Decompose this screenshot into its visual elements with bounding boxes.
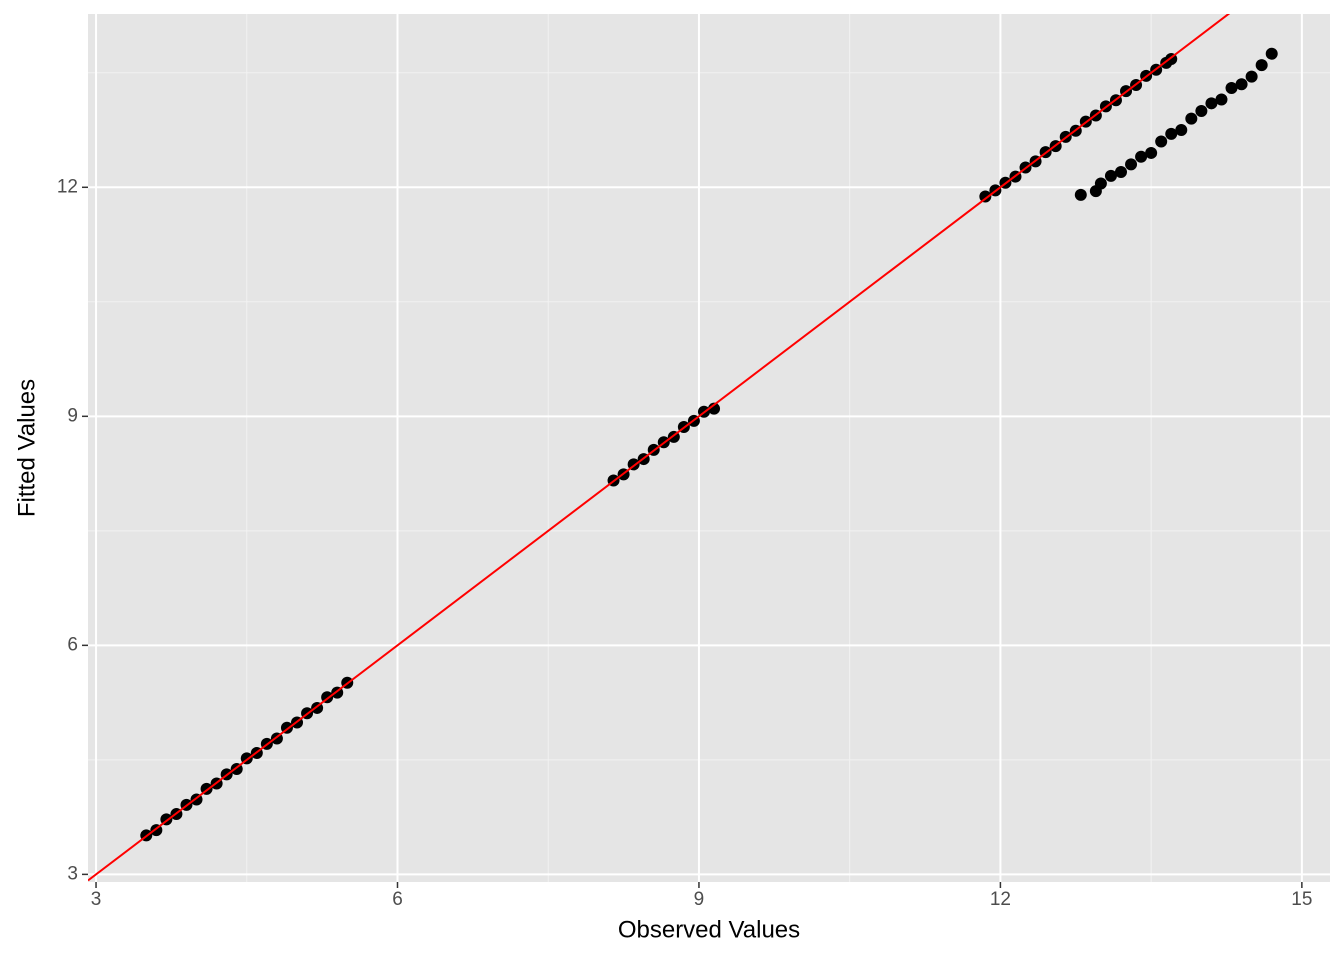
point — [1195, 104, 1208, 117]
point — [1135, 150, 1148, 163]
point — [1165, 127, 1178, 140]
point — [1175, 124, 1188, 137]
point — [1215, 93, 1228, 106]
point — [1125, 158, 1138, 171]
x-axis-title: Observed Values — [618, 916, 800, 943]
point — [1094, 177, 1107, 190]
point — [1205, 97, 1218, 110]
point — [708, 402, 721, 415]
y-tick-label: 9 — [67, 405, 78, 426]
point — [1245, 70, 1258, 83]
panel — [88, 14, 1330, 882]
y-tick-label: 6 — [67, 634, 78, 655]
y-tick-label: 12 — [57, 176, 78, 197]
point — [1074, 188, 1087, 201]
point — [1265, 47, 1278, 60]
point — [1155, 135, 1168, 148]
point — [1225, 82, 1238, 95]
x-tick-label: 15 — [1291, 889, 1312, 910]
point — [1114, 166, 1127, 179]
x-tick-label: 6 — [392, 889, 403, 910]
point — [1235, 78, 1248, 91]
point — [1255, 59, 1268, 72]
point — [979, 190, 992, 203]
y-tick-label: 3 — [67, 863, 78, 884]
plot-area — [88, 14, 1278, 882]
point — [1104, 169, 1117, 182]
x-tick-label: 12 — [990, 889, 1011, 910]
x-tick-label: 9 — [694, 889, 705, 910]
x-tick-label: 3 — [91, 889, 102, 910]
point — [1145, 146, 1158, 159]
reference-line — [88, 14, 1231, 882]
y-axis-title: Fitted Values — [13, 379, 40, 517]
point — [1185, 112, 1198, 125]
